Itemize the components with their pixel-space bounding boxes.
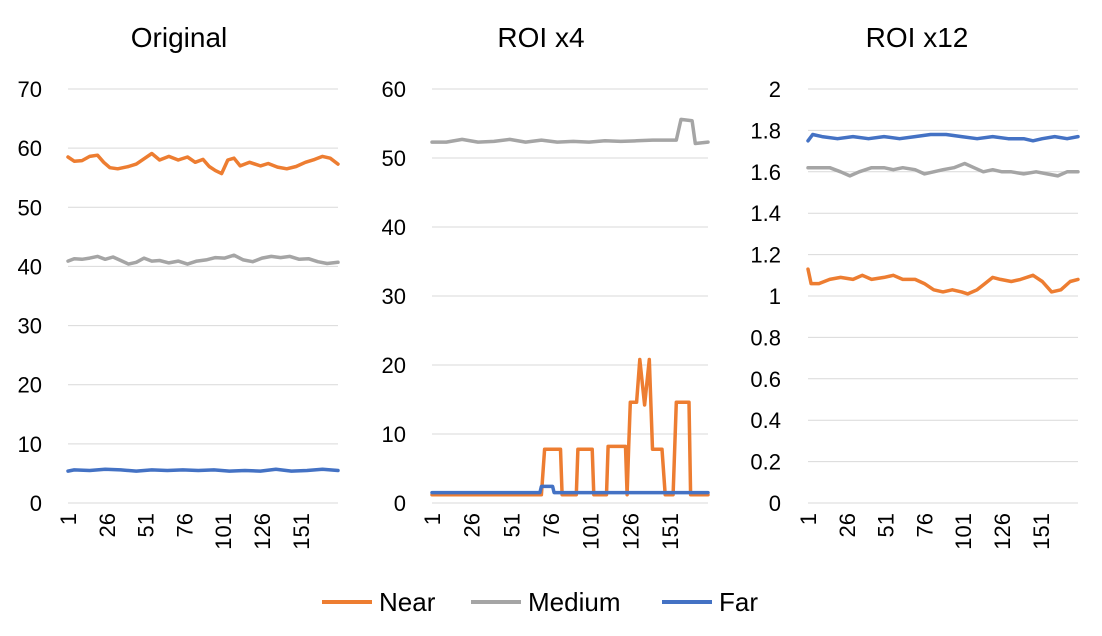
y-tick-label: 0 [394, 491, 406, 516]
x-tick-label: 151 [1029, 513, 1054, 550]
y-tick-label: 20 [382, 353, 406, 378]
chart-title: ROI x12 [866, 22, 969, 53]
y-tick-label: 30 [382, 284, 406, 309]
y-tick-label: 50 [18, 195, 42, 220]
y-tick-label: 30 [18, 314, 42, 339]
legend-item-near: Near [322, 587, 436, 617]
series-line-medium [806, 161, 1080, 178]
legend-label-far: Far [719, 587, 758, 617]
series-line-near [66, 151, 340, 176]
x-tick-label: 101 [579, 513, 604, 550]
x-tick-label: 126 [250, 513, 275, 550]
x-tick-label: 151 [289, 513, 314, 550]
series-lines [66, 151, 340, 473]
legend-label-near: Near [379, 587, 436, 617]
series-line-far [66, 467, 340, 473]
y-tick-label: 10 [18, 432, 42, 457]
gridlines [68, 88, 338, 504]
x-tick-label: 26 [835, 513, 860, 537]
chart-title: Original [131, 22, 227, 53]
legend-label-medium: Medium [528, 587, 620, 617]
y-tick-label: 1.4 [750, 201, 781, 226]
y-tick-label: 20 [18, 373, 42, 398]
y-tick-label: 0.4 [750, 408, 781, 433]
legend-item-medium: Medium [471, 587, 620, 617]
y-tick-label: 40 [382, 215, 406, 240]
gridlines [432, 88, 708, 504]
y-axis-ticks: 0 10 20 30 40 50 60 70 [18, 77, 42, 516]
y-tick-label: 0.8 [750, 325, 781, 350]
x-tick-label: 76 [172, 513, 197, 537]
y-tick-label: 70 [18, 77, 42, 102]
y-tick-label: 1.6 [750, 160, 781, 185]
y-tick-label: 0.2 [750, 450, 781, 475]
series-line-medium [66, 253, 340, 266]
y-tick-label: 1.8 [750, 118, 781, 143]
y-tick-label: 40 [18, 254, 42, 279]
x-tick-label: 101 [211, 513, 236, 550]
y-tick-label: 0 [769, 491, 781, 516]
x-tick-label: 101 [951, 513, 976, 550]
x-tick-label: 1 [796, 513, 821, 525]
x-tick-label: 1 [420, 513, 445, 525]
series-line-near [806, 267, 1080, 296]
x-tick-label: 26 [95, 513, 120, 537]
y-tick-label: 1 [769, 284, 781, 309]
x-tick-label: 76 [912, 513, 937, 537]
x-tick-label: 126 [618, 513, 643, 550]
gridlines [808, 88, 1078, 504]
series-line-near [430, 357, 710, 497]
y-tick-label: 0.6 [750, 367, 781, 392]
y-axis-ticks: 0 0.2 0.4 0.6 0.8 1 1.2 1.4 1.6 1.8 2 [750, 77, 781, 516]
legend-item-far: Far [662, 587, 758, 617]
chart-panel-roi-x12: ROI x12 00.20.40.60.811.21.41.61.82 1 26 5… [750, 22, 1080, 550]
y-tick-label: 0 [30, 491, 42, 516]
series-line-medium [430, 117, 710, 146]
x-axis-ticks: 1 26 51 76 101 126 151 [796, 513, 1054, 550]
x-tick-label: 51 [499, 513, 524, 537]
series-line-far [806, 132, 1080, 143]
series-line-far [430, 484, 710, 495]
y-tick-label: 1.2 [750, 243, 781, 268]
series-lines [430, 117, 710, 497]
legend: Near Medium Far [322, 587, 758, 617]
y-tick-label: 60 [18, 136, 42, 161]
x-tick-label: 51 [134, 513, 159, 537]
x-tick-label: 126 [990, 513, 1015, 550]
chart-title: ROI x4 [497, 22, 584, 53]
x-tick-label: 26 [460, 513, 485, 537]
y-axis-ticks: 0 10 20 30 40 50 60 [382, 77, 406, 516]
x-tick-label: 51 [874, 513, 899, 537]
x-axis-ticks: 1 26 51 76 101 126 151 [56, 513, 314, 550]
x-axis-ticks: 1 26 51 76 101 126 151 [420, 513, 683, 550]
y-tick-label: 60 [382, 77, 406, 102]
y-tick-label: 2 [769, 77, 781, 102]
x-tick-label: 151 [658, 513, 683, 550]
series-lines [806, 132, 1080, 296]
x-tick-label: 1 [56, 513, 81, 525]
y-tick-label: 10 [382, 422, 406, 447]
y-tick-label: 50 [382, 146, 406, 171]
x-tick-label: 76 [539, 513, 564, 537]
